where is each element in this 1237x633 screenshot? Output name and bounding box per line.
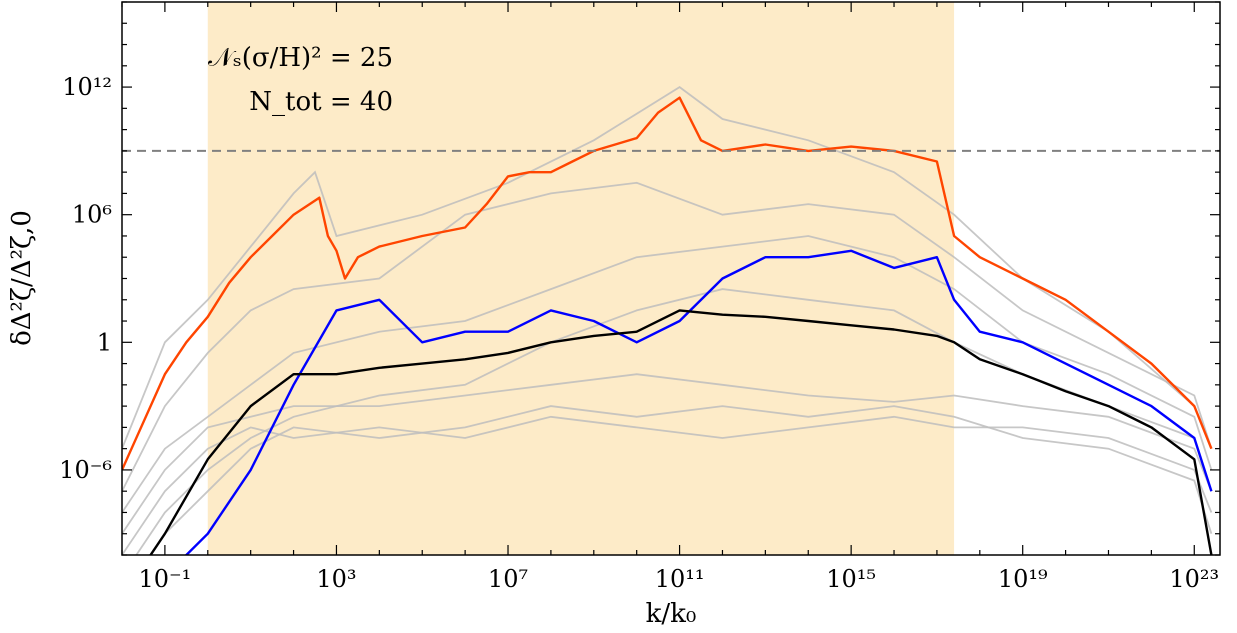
background-line bbox=[149, 405, 1213, 555]
y-tick-label: 1 bbox=[97, 328, 112, 356]
annotation-line-1: 𝒩ₛ(σ/H)² = 25 bbox=[208, 43, 393, 73]
series-line bbox=[184, 249, 1213, 555]
background-line bbox=[122, 235, 1213, 514]
x-tick-label: 10¹⁵ bbox=[826, 565, 876, 593]
x-tick-label: 10³ bbox=[316, 565, 356, 593]
y-tick-label: 10¹² bbox=[62, 73, 112, 101]
y-axis-label: δΔ²ζ/Δ²ζ,0 bbox=[7, 210, 37, 346]
x-tick-label: 10⁻¹ bbox=[138, 565, 191, 593]
tick-labels: 10⁻¹ 10³ 10⁷ 10¹¹ 10¹⁵ 10¹⁹ 10²³ 10⁻⁶ 1 10⁶ 10¹² bbox=[59, 73, 1219, 593]
series-line bbox=[122, 96, 1213, 471]
series-line bbox=[149, 309, 1213, 555]
series-lines bbox=[122, 96, 1213, 555]
x-tick-label: 10²³ bbox=[1169, 565, 1219, 593]
y-tick-label: 10⁶ bbox=[72, 201, 112, 229]
x-tick-label: 10⁷ bbox=[488, 565, 528, 593]
x-tick-label: 10¹¹ bbox=[655, 565, 705, 593]
background-line bbox=[122, 373, 1213, 535]
background-line bbox=[122, 415, 1213, 555]
x-axis-label: k/k₀ bbox=[646, 599, 697, 629]
background-line bbox=[122, 181, 1213, 492]
x-tick-label: 10¹⁹ bbox=[998, 565, 1048, 593]
annotation-line-2: N_tot = 40 bbox=[249, 87, 393, 117]
y-tick-label: 10⁻⁶ bbox=[59, 456, 112, 484]
axis-ticks bbox=[121, 1, 1220, 556]
